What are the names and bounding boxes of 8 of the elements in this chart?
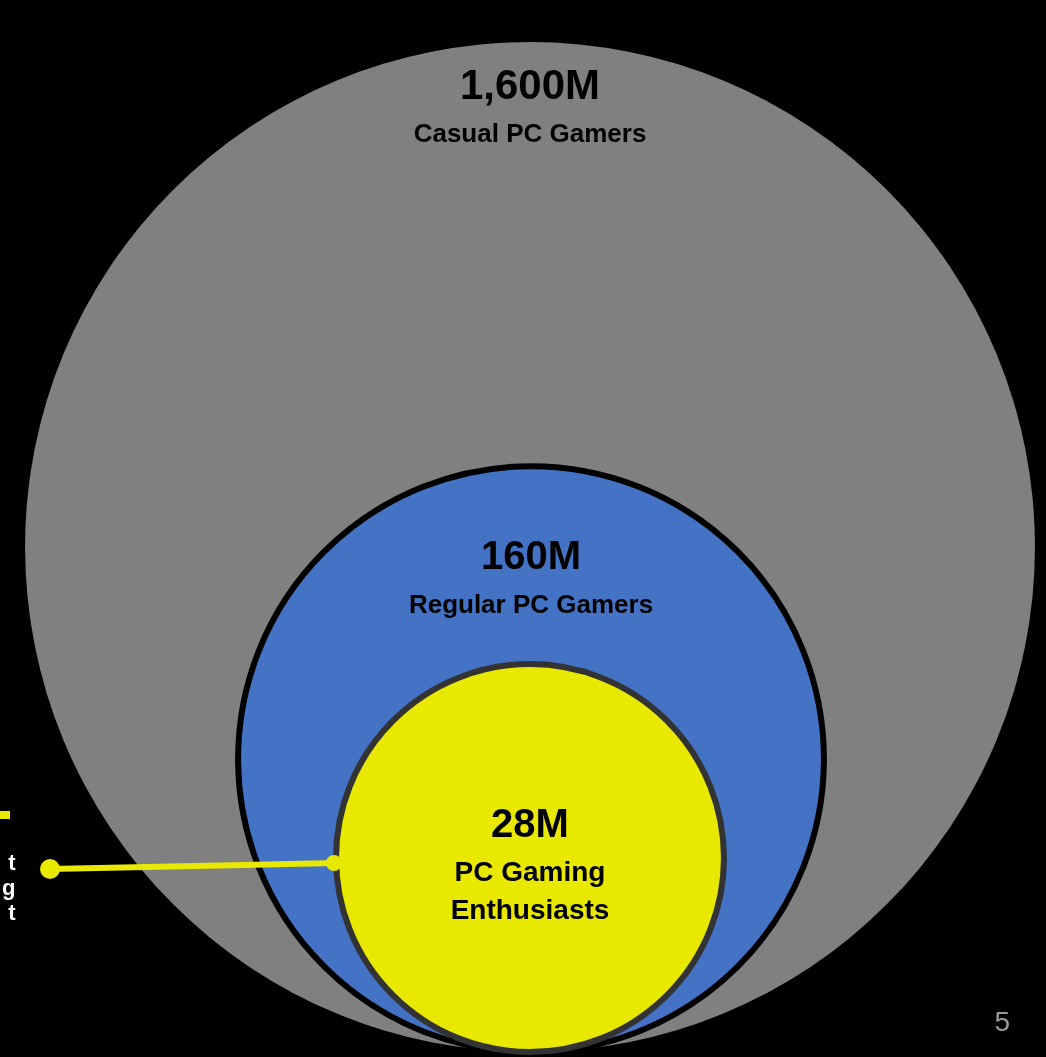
data-label: 1,600M: [459, 60, 601, 108]
category-label: Casual PC Gamers: [413, 118, 647, 149]
data-label: 160M: [480, 533, 582, 578]
category-label: PC Gaming Enthusiasts: [450, 855, 610, 925]
text: t g t: [2, 850, 16, 925]
data-label: 28M: [491, 801, 569, 846]
text: 5: [994, 1006, 1010, 1038]
category-label: Regular PC Gamers: [408, 589, 654, 620]
